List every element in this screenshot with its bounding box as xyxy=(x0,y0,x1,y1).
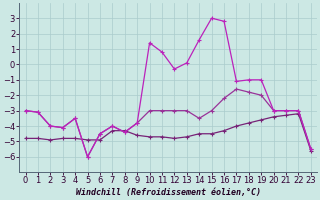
X-axis label: Windchill (Refroidissement éolien,°C): Windchill (Refroidissement éolien,°C) xyxy=(76,188,261,197)
